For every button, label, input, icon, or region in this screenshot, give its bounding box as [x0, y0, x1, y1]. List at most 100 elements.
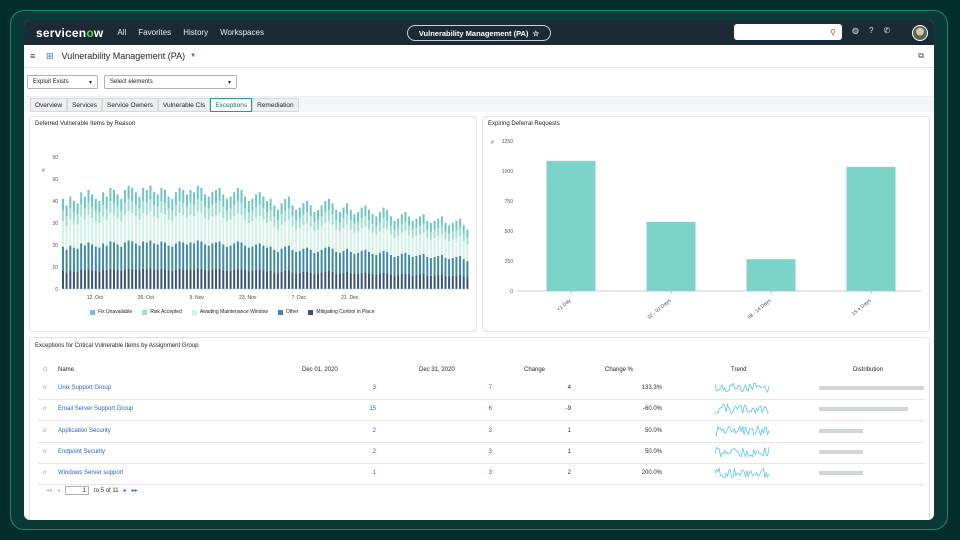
star-icon[interactable]: ☆ [42, 366, 49, 373]
chart-bar-segment [393, 237, 396, 257]
chart-bar-segment [167, 219, 170, 246]
first-page-icon[interactable]: ◂◂ [46, 488, 53, 494]
column-header-dec31[interactable]: Dec 31, 2020 [419, 367, 455, 373]
star-icon[interactable]: ☆ [42, 406, 48, 413]
star-icon[interactable]: ☆ [42, 470, 48, 477]
chart-bar-segment [109, 201, 112, 214]
chart-bar-segment [240, 269, 243, 289]
servicenow-logo[interactable]: servicenow [36, 25, 104, 40]
group-name-link[interactable]: Endpoint Security [58, 448, 106, 455]
nav-workspaces[interactable]: Workspaces [220, 28, 264, 37]
chart-bar-segment [459, 218, 462, 228]
star-icon[interactable]: ☆ [42, 427, 48, 434]
chart-bar-segment [98, 247, 101, 272]
help-icon[interactable]: ? [868, 26, 874, 35]
tab-service-owners[interactable]: Service Owners [102, 98, 158, 112]
chart-bar-segment [204, 270, 207, 289]
legend-item[interactable]: Fix Unavailable [90, 309, 132, 315]
context-title-pill[interactable]: Vulnerability Management (PA) ☆ [407, 25, 551, 41]
nav-history[interactable]: History [183, 28, 209, 37]
chart-bar-segment [215, 202, 217, 215]
table-row[interactable]: ☆ Unix Support Group 3 7 4 133.3% [38, 378, 924, 400]
legend-item[interactable]: Risk Accepted [142, 309, 182, 315]
tab-exceptions[interactable]: Exceptions [210, 98, 253, 112]
value-dec01-link[interactable]: 2 [372, 448, 376, 455]
value-dec31-link[interactable]: 3 [488, 448, 492, 455]
last-page-icon[interactable]: ▸▸ [131, 488, 138, 494]
nav-favorites[interactable]: Favorites [138, 28, 172, 37]
chart-bar-segment [269, 221, 272, 247]
chart-bar-segment [280, 248, 283, 272]
tab-services[interactable]: Services [67, 98, 103, 112]
y-tick-label: 750 [505, 199, 514, 205]
chevron-down-icon[interactable]: ▼ [190, 53, 197, 59]
chart-bar-segment [145, 269, 148, 289]
tab-remediation[interactable]: Remediation [252, 98, 299, 112]
chart-bar-segment [306, 212, 309, 223]
value-dec31-link[interactable]: 3 [488, 427, 492, 434]
chart-legend: Fix Unavailable Risk Accepted Awaiting M… [90, 309, 375, 315]
group-name-link[interactable]: Unix Support Group [58, 385, 112, 391]
chart-bar-segment [346, 203, 349, 215]
tab-vulnerable-cis[interactable]: Vulnerable CIs [157, 98, 211, 112]
column-header-dec01[interactable]: Dec 01, 2020 [302, 367, 338, 373]
chart-bar-segment [327, 198, 330, 211]
next-page-icon[interactable]: ▸ [123, 488, 127, 494]
value-dec01-link[interactable]: 2 [372, 427, 376, 434]
value-dec31-link[interactable]: 7 [488, 385, 492, 391]
chart-bar-segment [357, 212, 360, 222]
value-dec31-link[interactable]: 3 [488, 470, 492, 477]
page-number-input[interactable]: 1 [65, 486, 90, 495]
table-row[interactable]: ☆ Email Server Support Group 15 6 -9 -60.0% [38, 399, 924, 422]
column-header-distribution[interactable]: Distribution [853, 367, 884, 373]
open-external-icon[interactable]: ⧉ [918, 51, 924, 60]
chart-bar-segment [429, 223, 432, 232]
globe-icon[interactable]: ◍ [852, 26, 859, 35]
chart-bar-segment [349, 251, 352, 274]
chart-bar-segment [451, 258, 454, 276]
table-row[interactable]: ☆ Windows Server support 1 3 2 200.0% [38, 463, 924, 486]
value-dec31-link[interactable]: 6 [488, 406, 492, 413]
chart-bar-segment [200, 213, 203, 242]
value-dec01-link[interactable]: 1 [372, 470, 376, 477]
nav-all[interactable]: All [117, 28, 127, 37]
chart-bar-segment [276, 229, 279, 252]
tab-overview[interactable]: Overview [30, 98, 68, 112]
phone-icon[interactable]: ✆ [883, 26, 891, 35]
column-header-change[interactable]: Change [524, 367, 546, 373]
star-icon[interactable]: ☆ [42, 448, 48, 455]
global-search-input[interactable]: ⚲ [734, 24, 842, 40]
chart-bar-segment [291, 205, 294, 217]
value-dec01-link[interactable]: 15 [369, 406, 376, 413]
group-name-link[interactable]: Windows Server support [58, 470, 124, 477]
column-header-trend[interactable]: Trend [731, 367, 747, 373]
chart-bar-segment [408, 234, 411, 255]
group-name-link[interactable]: Email Server Support Group [58, 406, 134, 413]
legend-item[interactable]: Mitigating Control in Place [308, 309, 375, 315]
chart-bar-segment [236, 241, 239, 269]
star-icon[interactable]: ☆ [532, 28, 540, 38]
star-icon[interactable]: ☆ [42, 385, 48, 391]
chart-bar-segment [324, 271, 327, 289]
chart-bar-segment [342, 207, 345, 219]
column-header-name[interactable]: Name [58, 367, 75, 373]
chart-bar-segment [273, 216, 276, 227]
prev-page-icon[interactable]: ◂ [57, 488, 61, 494]
table-row[interactable]: ☆ Endpoint Security 2 3 1 50.0% [38, 442, 924, 464]
table-row[interactable]: ☆ Application Security 2 3 1 50.0% [38, 421, 924, 443]
column-header-change-pct[interactable]: Change % [605, 367, 634, 373]
elements-filter-select[interactable]: Select elements ▾ [104, 75, 237, 89]
avatar[interactable] [912, 25, 928, 41]
exploit-filter-select[interactable]: Exploit Exists ▾ [27, 75, 98, 89]
menu-icon[interactable]: ≡ [30, 51, 36, 61]
chart-bar-segment [327, 221, 330, 247]
legend-item[interactable]: Awaiting Maintenance Window [191, 309, 268, 315]
legend-item[interactable]: Other [277, 309, 298, 315]
chart-bar-segment [302, 203, 305, 215]
value-dec01-link[interactable]: 3 [372, 385, 376, 391]
chart-bar-segment [156, 194, 159, 207]
chart-bar-segment [440, 225, 443, 235]
chart-bar-segment [291, 249, 294, 273]
group-name-link[interactable]: Application Security [58, 427, 111, 434]
chart-bar-segment [415, 218, 418, 228]
